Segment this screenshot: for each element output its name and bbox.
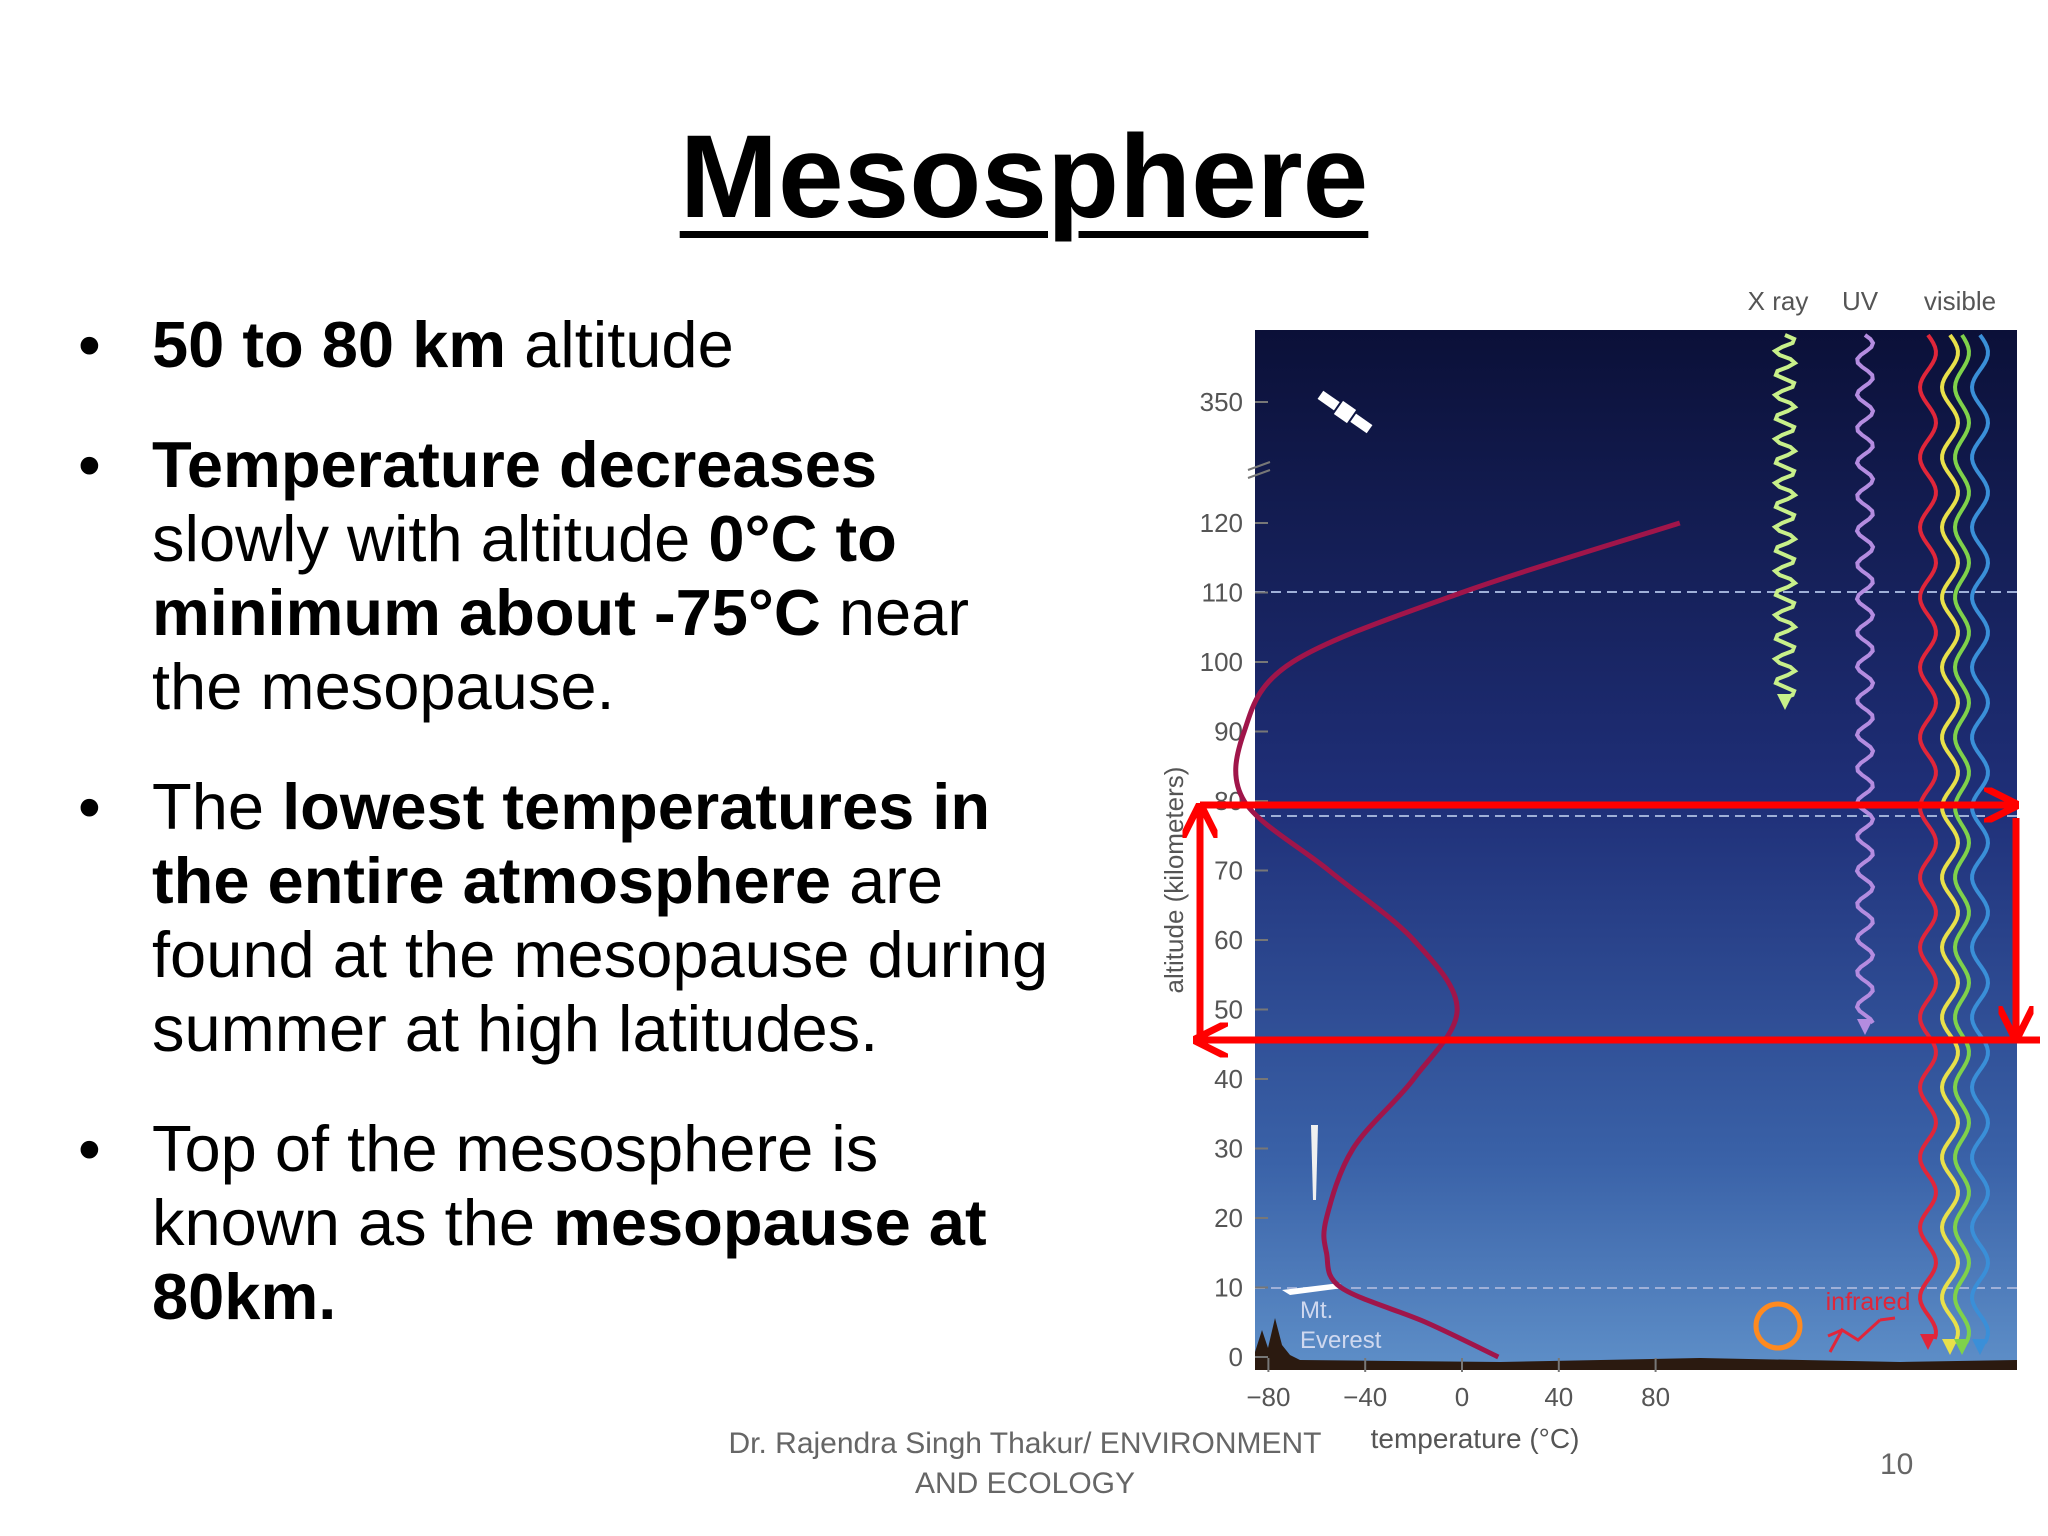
xray-wave-arrowhead-icon (1777, 694, 1793, 710)
footer: Dr. Rajendra Singh Thakur/ ENVIRONMENT A… (700, 1424, 1350, 1504)
slide-title: Mesosphere (679, 111, 1369, 243)
bullet-dot-icon: • (78, 770, 101, 843)
airplane-icon (1282, 1283, 1343, 1295)
y-tick-label: 50 (1214, 995, 1243, 1025)
satellite-icon (1317, 390, 1373, 434)
bullet-item: • Top of the mesosphere is known as the m… (70, 1112, 1070, 1334)
uv-wave-arrowhead-icon (1857, 1019, 1873, 1035)
bullet-text-bold: Temperature decreases (152, 428, 878, 501)
x-tick-label: 80 (1641, 1382, 1670, 1412)
bullet-text: The (152, 770, 283, 843)
bullet-dot-icon: • (78, 428, 101, 501)
infrared-arrows-icon (1827, 1316, 1896, 1353)
bullet-text: Top of the mesosphere is known as the (152, 1112, 879, 1259)
y-tick-label: 120 (1200, 508, 1243, 538)
bullet-text: near the mesopause. (152, 576, 969, 723)
uv-wave (1854, 333, 1876, 1025)
y-tick-label: 60 (1214, 925, 1243, 955)
x-tick-label: 40 (1544, 1382, 1573, 1412)
bullet-text-bold: 0°C to minimum about -75°C (152, 502, 897, 649)
y-tick-label: 0 (1229, 1342, 1243, 1372)
visible-label: visible (1924, 286, 1996, 316)
x-tick-label: −80 (1246, 1382, 1290, 1412)
green-wave (1952, 333, 1972, 1344)
x-tick-label: 0 (1455, 1382, 1469, 1412)
y-tick-label: 70 (1214, 856, 1243, 886)
y-tick-label: 350 (1200, 387, 1243, 417)
infrared-loop-icon (1753, 1301, 1803, 1351)
sky-background (1255, 330, 2017, 1370)
blue-wave-arrowhead-icon (1972, 1339, 1988, 1355)
bullet-item: • Temperature decreases slowly with altit… (70, 428, 1070, 724)
red-wave (1917, 333, 1939, 1340)
bullet-text-bold: lowest temperatures in the entire atmosp… (152, 770, 991, 917)
everest-label-line1: Mt. (1300, 1297, 1333, 1324)
xray-label: X ray (1748, 286, 1809, 316)
temperature-profile-curve (1233, 520, 1681, 1360)
bullet-text-bold: mesopause at 80km. (152, 1186, 987, 1333)
atmosphere-diagram: 0 10 20 30 40 50 60 70 80 90 100 110 120 350 −80 −40 0 4… (1159, 286, 2040, 1454)
axis-break-icon (1247, 461, 1271, 479)
bullet-text: are found at the mesopause during summer… (152, 844, 1049, 1065)
y-axis-label: altitude (kilometers) (1159, 767, 1189, 994)
bullet-text-bold: 50 to 80 km (152, 308, 507, 381)
bullet-dot-icon: • (78, 1112, 101, 1185)
y-tick-label: 10 (1214, 1273, 1243, 1303)
green-wave-arrowhead-icon (1954, 1339, 1970, 1355)
bullet-text: slowly with altitude (152, 502, 709, 575)
blue-wave (1969, 333, 1991, 1344)
bullet-text: altitude (506, 308, 734, 381)
y-tick-label: 90 (1214, 717, 1243, 747)
yellow-wave (1939, 333, 1961, 1344)
bullet-item: • 50 to 80 km altitude (70, 308, 1070, 382)
bullet-item: • The lowest temperatures in the entire a… (70, 770, 1070, 1066)
footer-course: AND ECOLOGY (914, 1467, 1136, 1500)
xray-wave (1771, 333, 1799, 701)
y-tick-label: 20 (1214, 1203, 1243, 1233)
bullet-list: • 50 to 80 km altitude • Temperature decrea… (70, 308, 1070, 1380)
y-tick-label: 30 (1214, 1134, 1243, 1164)
x-tick-label: −40 (1343, 1382, 1387, 1412)
yellow-wave-arrowhead-icon (1942, 1339, 1958, 1355)
y-tick-label: 110 (1202, 578, 1243, 608)
bullet-dot-icon: • (78, 308, 101, 381)
everest-label-line2: Everest (1300, 1327, 1382, 1354)
balloon-icon (1311, 1125, 1318, 1200)
y-tick-label: 40 (1214, 1064, 1243, 1094)
footer-author: Dr. Rajendra Singh Thakur/ ENVIRONMENT (728, 1427, 1322, 1460)
x-axis: −80 −40 0 40 80 (1246, 1358, 1670, 1412)
page-number: 10 (1880, 1448, 1914, 1481)
red-wave-arrowhead-icon (1920, 1334, 1936, 1350)
radiation-waves (1771, 333, 1991, 1355)
infrared-label: infrared (1826, 1288, 1911, 1316)
ground-silhouette (1255, 1318, 2017, 1370)
uv-label: UV (1842, 286, 1879, 316)
x-axis-label: temperature (°C) (1371, 1423, 1580, 1454)
y-tick-label: 100 (1200, 647, 1243, 677)
